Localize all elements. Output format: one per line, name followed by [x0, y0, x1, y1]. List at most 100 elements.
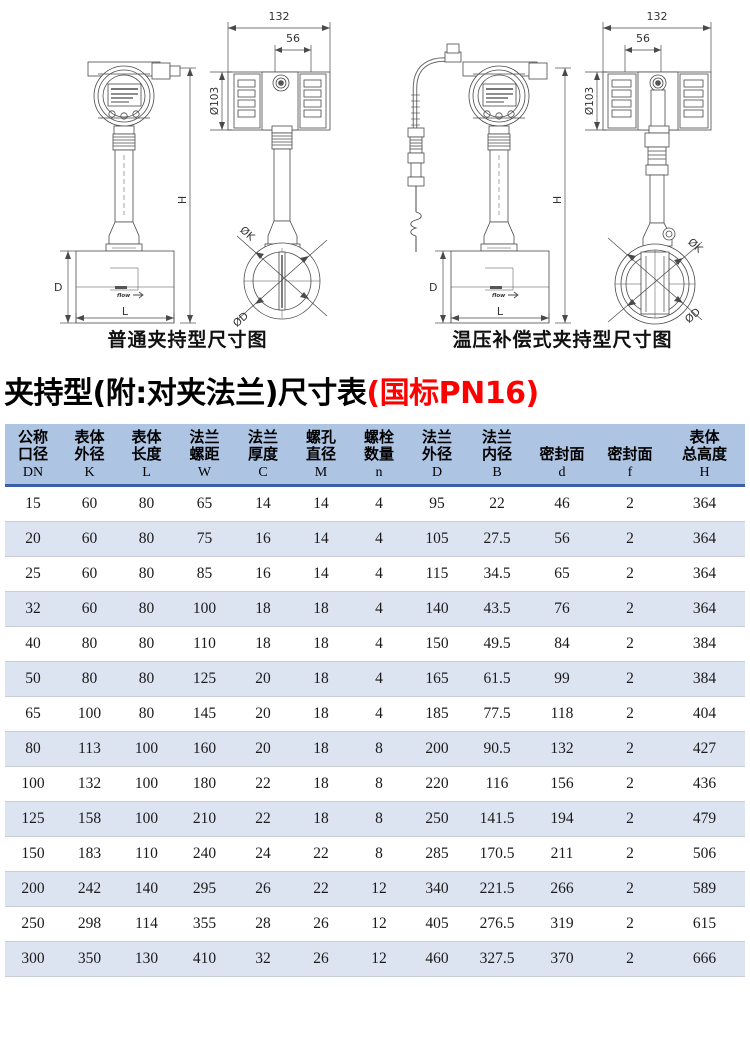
- cell-m: 26: [292, 941, 350, 978]
- dimension-132-label: 132: [269, 10, 290, 23]
- column-header-cn-top: 表体: [689, 428, 720, 447]
- cell-c: 14: [234, 485, 292, 523]
- dimension-56-label: 56: [286, 32, 300, 45]
- technical-drawings: flow H: [0, 0, 750, 360]
- cell-h: 506: [664, 836, 745, 873]
- table-row: 300 350 130 410 32 26 12 460 327.5 370 2 666: [5, 941, 745, 978]
- cell-w: 240: [175, 836, 234, 873]
- cell-k: 60: [61, 591, 118, 628]
- dimension-spec-table: 公称 口径 DN 表体 外径 K 表体 长度 L 法兰 螺距 W 法兰 厚度 C 螺孔 直径 M 螺栓 数量 n 法兰 外径…: [5, 424, 745, 978]
- cell-m: 22: [292, 836, 350, 873]
- column-header-cn-bottom: 厚度: [247, 444, 278, 463]
- dimension-dK-label: ØK: [685, 236, 705, 256]
- spec-table-wrap: 公称 口径 DN 表体 外径 K 表体 长度 L 法兰 螺距 W 法兰 厚度 C 螺孔 直径 M 螺栓 数量 n 法兰 外径…: [5, 424, 745, 978]
- column-header-dn: 公称 口径 DN: [5, 424, 61, 488]
- cell-w: 75: [175, 521, 234, 558]
- cell-w: 85: [175, 556, 234, 593]
- column-header-h: 表体 总高度 H: [664, 424, 745, 488]
- column-header-c: 法兰 厚度 C: [234, 424, 292, 488]
- neck-stem-side: [642, 132, 676, 247]
- cell-h: 615: [664, 906, 745, 943]
- transmitter-head-front: [462, 61, 548, 127]
- column-header-symbol: B: [492, 464, 502, 480]
- dimension-132-label: 132: [647, 10, 668, 23]
- cell-n: 4: [350, 591, 408, 628]
- cell-b: 43.5: [466, 591, 528, 628]
- cell-dn: 150: [5, 836, 61, 873]
- meter-body-front: flow: [450, 250, 550, 324]
- table-row: 200 242 140 295 26 22 12 340 221.5 266 2 589: [5, 871, 745, 908]
- cell-l: 80: [118, 485, 175, 523]
- cell-dn: 40: [5, 626, 61, 663]
- column-header-cn-top: 螺栓: [363, 428, 394, 447]
- column-header-cn-top: 法兰: [421, 428, 452, 447]
- cell-m: 18: [292, 766, 350, 803]
- column-header-f: 密封面 f: [596, 424, 664, 488]
- cell-f: 2: [596, 696, 664, 733]
- flexible-conduit: [407, 43, 462, 252]
- cell-l: 114: [118, 906, 175, 943]
- cell-d: 156: [528, 766, 596, 803]
- column-header-w: 法兰 螺距 W: [175, 424, 234, 488]
- dimension-H: H: [176, 67, 196, 324]
- cell-h: 436: [664, 766, 745, 803]
- column-header-cn-bottom: 总高度: [681, 444, 727, 463]
- cell-f: 2: [596, 906, 664, 943]
- cell-w: 160: [175, 731, 234, 768]
- cell-k: 60: [61, 521, 118, 558]
- cell-w: 180: [175, 766, 234, 803]
- cell-b: 116: [466, 766, 528, 803]
- cell-h: 666: [664, 941, 745, 978]
- cell-c: 26: [234, 871, 292, 908]
- cell-f: 2: [596, 521, 664, 558]
- cell-l: 80: [118, 556, 175, 593]
- cell-h: 364: [664, 591, 745, 628]
- table-row: 32 60 80 100 18 18 4 140 43.5 76 2 364: [5, 591, 745, 628]
- cell-n: 8: [350, 731, 408, 768]
- cell-l: 80: [118, 696, 175, 733]
- cell-d: 194: [528, 801, 596, 838]
- table-row: 15 60 80 65 14 14 4 95 22 46 2 364: [5, 485, 745, 523]
- cell-w: 110: [175, 626, 234, 663]
- column-header-cn-top: 法兰: [247, 428, 278, 447]
- cell-d: 340: [408, 871, 466, 908]
- column-header-cn-bottom: 数量: [363, 444, 394, 463]
- cell-f: 2: [596, 556, 664, 593]
- column-header-cn-bottom: 螺距: [189, 444, 220, 463]
- temp-pressure-clamp-svg: flow H: [407, 10, 712, 326]
- cell-h: 364: [664, 485, 745, 523]
- cell-f: 2: [596, 661, 664, 698]
- cell-d: 118: [528, 696, 596, 733]
- column-header-cn-bottom: 口径: [17, 444, 48, 463]
- dimension-D: D: [54, 250, 76, 324]
- cell-c: 22: [234, 801, 292, 838]
- cell-f: 2: [596, 836, 664, 873]
- cell-d: 319: [528, 906, 596, 943]
- cell-f: 2: [596, 941, 664, 978]
- cell-h: 384: [664, 626, 745, 663]
- cell-w: 145: [175, 696, 234, 733]
- cell-n: 4: [350, 661, 408, 698]
- table-row: 250 298 114 355 28 26 12 405 276.5 319 2 615: [5, 906, 745, 943]
- cell-n: 4: [350, 521, 408, 558]
- cell-dn: 50: [5, 661, 61, 698]
- cell-c: 28: [234, 906, 292, 943]
- cell-k: 158: [61, 801, 118, 838]
- page-title-main: 夹持型(附:对夹法兰)尺寸表: [4, 376, 367, 411]
- cell-c: 22: [234, 766, 292, 803]
- drawing-standard-clamp: flow H: [0, 0, 375, 360]
- table-header-row: 公称 口径 DN 表体 外径 K 表体 长度 L 法兰 螺距 W 法兰 厚度 C 螺孔 直径 M 螺栓 数量 n 法兰 外径…: [5, 424, 745, 488]
- cell-k: 113: [61, 731, 118, 768]
- cell-m: 18: [292, 626, 350, 663]
- column-header-symbol: H: [699, 464, 710, 480]
- column-header-symbol: W: [197, 464, 212, 480]
- cell-k: 242: [61, 871, 118, 908]
- cell-w: 125: [175, 661, 234, 698]
- cell-c: 20: [234, 661, 292, 698]
- cell-n: 12: [350, 906, 408, 943]
- dimension-132: 132: [602, 10, 712, 72]
- cell-w: 100: [175, 591, 234, 628]
- cell-l: 80: [118, 626, 175, 663]
- table-row: 20 60 80 75 16 14 4 105 27.5 56 2 364: [5, 521, 745, 558]
- table-row: 80 113 100 160 20 18 8 200 90.5 132 2 427: [5, 731, 745, 768]
